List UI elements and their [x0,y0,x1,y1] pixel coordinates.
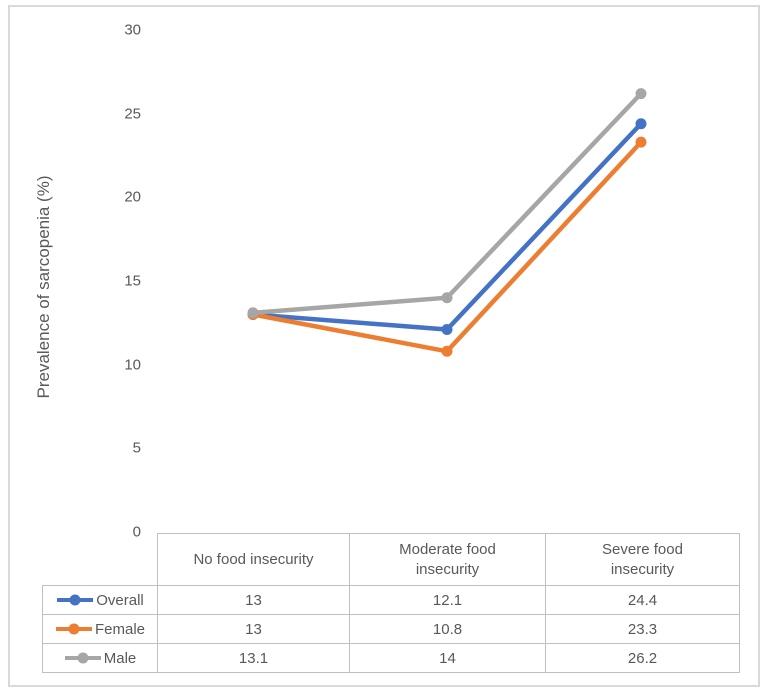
y-axis-tick-label: 20 [124,188,141,206]
chart-data-table: No food insecurity Moderate food insecur… [42,533,740,673]
table-cell: 26.2 [545,643,740,673]
data-table-header-row: No food insecurity Moderate food insecur… [43,533,740,586]
y-axis-tick-label: 0 [132,523,141,541]
table-cell: 13.1 [157,643,350,673]
table-corner-spacer [43,534,158,586]
y-axis-tick-label: 10 [124,356,141,374]
legend-cell-overall: Overall [42,585,158,615]
table-cell: 23.3 [545,614,740,644]
table-cell: 13 [157,585,350,615]
legend-label-overall: Overall [96,591,144,609]
table-cell: 24.4 [545,585,740,615]
legend-key-icon-female [55,623,92,635]
legend-key-icon-male [64,652,101,664]
table-cell: 10.8 [349,614,546,644]
legend-cell-female: Female [42,614,158,644]
table-row-overall: Overall 13 12.1 24.4 [42,585,740,615]
y-axis-tick-label: 25 [124,105,141,123]
y-axis-tick-label: 30 [124,21,141,39]
legend-key-icon-overall [57,594,94,606]
legend-label-female: Female [94,620,146,638]
table-cell: 14 [349,643,546,673]
category-header: Moderate food insecurity [349,533,546,586]
legend-cell-male: Male [42,643,158,673]
legend-label-male: Male [103,649,137,667]
category-header: Severe food insecurity [545,533,740,586]
y-axis-tick-label: 5 [132,439,141,457]
table-row-female: Female 13 10.8 23.3 [42,614,740,644]
category-header: No food insecurity [157,533,350,586]
table-cell: 13 [157,614,350,644]
y-axis-tick-label: 15 [124,272,141,290]
y-axis-title: Prevalence of sarcopenia (%) [34,175,53,399]
table-cell: 12.1 [349,585,546,615]
table-row-male: Male 13.1 14 26.2 [42,643,740,673]
